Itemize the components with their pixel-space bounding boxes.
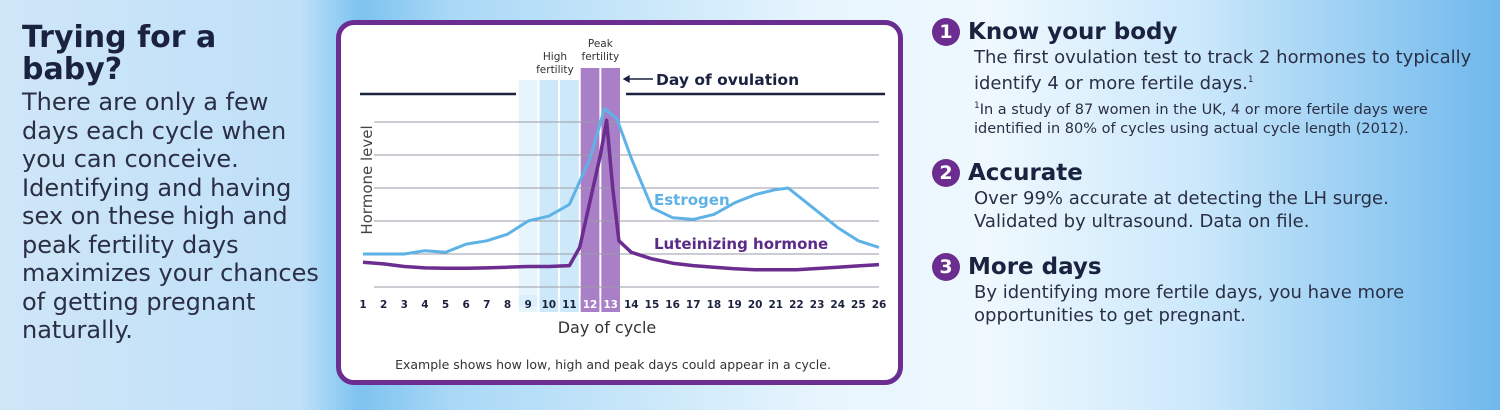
benefit-body: By identifying more fertile days, you ha… [974, 281, 1405, 326]
footnote-ref: 1 [1247, 75, 1254, 85]
x-tick-label: 26 [872, 299, 887, 311]
x-tick-label: 9 [524, 299, 531, 311]
benefit-title: Accurate [968, 159, 1083, 186]
x-tick-label: 17 [686, 299, 701, 311]
ovulation-label: Day of ovulation [656, 71, 799, 89]
x-tick-label: 10 [541, 299, 556, 311]
lh-line [362, 118, 880, 272]
estrogen-line [363, 107, 880, 256]
number-badge-icon: 3 [932, 252, 960, 281]
x-tick-label: 16 [665, 299, 680, 311]
x-tick-label: 7 [483, 299, 490, 311]
benefits-list: 1 Know your body The first ovulation test… [932, 18, 1472, 347]
x-tick-label: 4 [421, 299, 428, 311]
benefit-item: 3 More days By identifying more fertile d… [932, 252, 1472, 327]
x-tick-label: 5 [442, 299, 449, 311]
x-tick-label: 6 [463, 299, 470, 311]
x-tick-label: 24 [830, 299, 845, 311]
chart-caption: Example shows how low, high and peak day… [395, 357, 831, 372]
band-label-high: fertility [536, 64, 574, 76]
x-tick-label: 23 [810, 299, 825, 311]
x-tick-label: 3 [401, 299, 408, 311]
number-badge-icon: 1 [932, 18, 960, 46]
tick-highlight [580, 295, 600, 312]
tick-highlight [560, 295, 579, 312]
benefit-title: Know your body [968, 19, 1178, 45]
fertility-band [518, 80, 538, 307]
x-tick-label: 1 [359, 299, 366, 311]
x-tick-label: 8 [504, 299, 511, 311]
fertility-band [560, 80, 579, 307]
band-label-high: High [543, 51, 567, 63]
x-tick-label: 15 [645, 299, 660, 311]
x-tick-label: 25 [851, 299, 866, 311]
x-tick-label: 2 [380, 299, 387, 311]
benefit-body: The first ovulation test to track 2 horm… [974, 47, 1472, 94]
fertility-band [539, 80, 559, 307]
tick-highlight [539, 295, 559, 312]
x-tick-label: 18 [707, 299, 722, 311]
series-label-lh: Luteinizing hormone [654, 235, 828, 253]
tick-highlight [601, 295, 620, 312]
x-tick-label: 11 [562, 299, 577, 311]
x-axis-label: Day of cycle [558, 318, 657, 337]
x-tick-label: 13 [603, 299, 618, 311]
x-tick-label: 12 [583, 299, 598, 311]
arrowhead-icon [622, 75, 630, 83]
y-axis-label: Hormone level [358, 125, 376, 234]
x-tick-label: 22 [789, 299, 804, 311]
benefit-item: 2 Accurate Over 99% accurate at detecting… [932, 158, 1472, 233]
benefit-body: Over 99% accurate at detecting the LH su… [974, 187, 1389, 232]
series-label-estrogen: Estrogen [654, 191, 730, 209]
x-tick-label: 20 [748, 299, 763, 311]
intro-body: There are only a few days each cycle whe… [22, 88, 319, 344]
number-badge-icon: 2 [932, 158, 960, 187]
benefit-title: More days [968, 253, 1102, 280]
benefit-item: 1 Know your body The first ovulation test… [932, 18, 1472, 139]
x-tick-label: 21 [768, 299, 783, 311]
x-tick-label: 14 [624, 299, 639, 311]
band-label-peak: fertility [582, 51, 620, 63]
footnote-marker: 1 [974, 101, 980, 111]
tick-highlight [518, 295, 538, 312]
footnote: In a study of 87 women in the UK, 4 or m… [974, 101, 1428, 137]
intro-title: Trying for a baby? [22, 20, 217, 87]
intro: Trying for a baby? There are only a few … [22, 22, 322, 345]
band-label-peak: Peak [588, 38, 614, 50]
x-tick-label: 19 [727, 299, 742, 311]
